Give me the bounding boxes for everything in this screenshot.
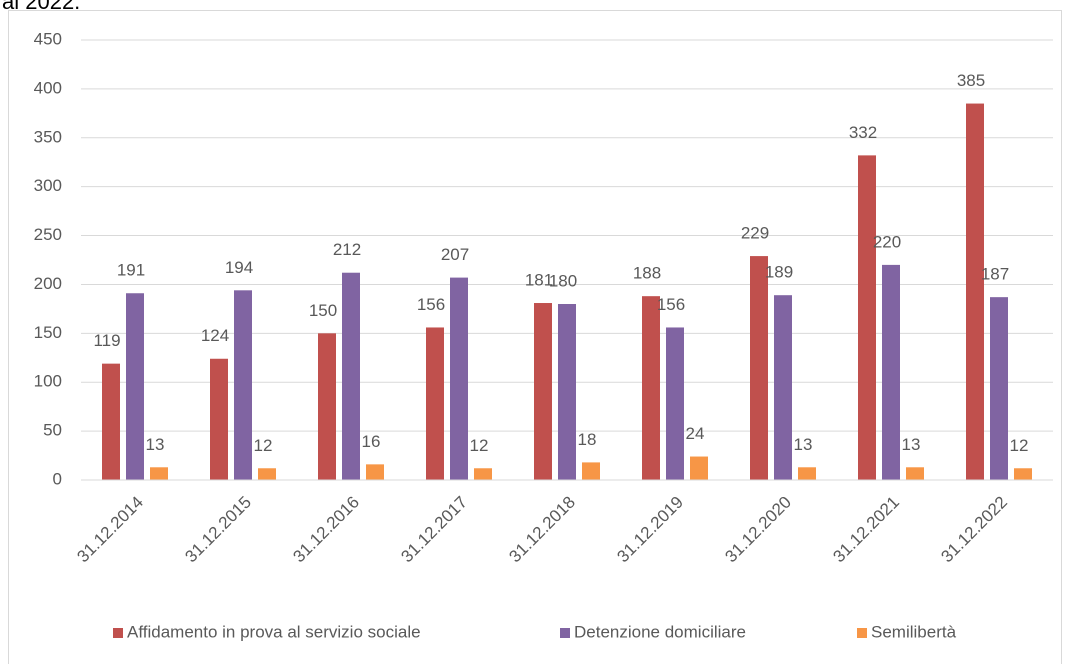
bar [690, 456, 708, 480]
data-label: 156 [657, 295, 685, 314]
legend-label: Semilibertà [871, 622, 957, 641]
data-label: 124 [201, 326, 229, 345]
bar [534, 303, 552, 480]
data-label: 187 [981, 265, 1009, 284]
bar [642, 296, 660, 480]
y-tick-label: 300 [34, 176, 62, 195]
bar [450, 277, 468, 480]
legend-swatch [560, 628, 570, 638]
bar [258, 468, 276, 480]
bar [750, 256, 768, 480]
data-label: 180 [549, 271, 577, 290]
bar [666, 327, 684, 480]
data-label: 13 [146, 435, 165, 454]
data-label: 332 [849, 123, 877, 142]
legend-label: Detenzione domiciliare [574, 622, 746, 641]
bar [906, 467, 924, 480]
data-label: 13 [902, 435, 921, 454]
bar [474, 468, 492, 480]
y-tick-label: 50 [43, 421, 62, 440]
bar [1014, 468, 1032, 480]
data-label: 191 [117, 261, 145, 280]
data-label: 16 [362, 432, 381, 451]
legend-label: Affidamento in prova al servizio sociale [127, 622, 421, 641]
data-label: 181 [525, 271, 553, 290]
data-label: 12 [254, 436, 273, 455]
y-tick-label: 400 [34, 78, 62, 97]
data-label: 207 [441, 245, 469, 264]
bar [126, 293, 144, 480]
bar [582, 462, 600, 480]
bar [342, 272, 360, 480]
bar [858, 155, 876, 480]
legend-swatch [857, 628, 867, 638]
legend-swatch [113, 628, 123, 638]
data-label: 189 [765, 263, 793, 282]
bar [882, 264, 900, 480]
bar [990, 297, 1008, 480]
bar [366, 464, 384, 480]
bar [558, 304, 576, 480]
data-label: 119 [93, 331, 120, 350]
bar [102, 363, 120, 480]
data-label: 18 [578, 430, 597, 449]
bar [318, 333, 336, 480]
data-label: 220 [873, 232, 901, 251]
y-tick-label: 0 [53, 469, 62, 488]
data-label: 229 [741, 224, 769, 243]
data-label: 194 [225, 258, 253, 277]
y-tick-label: 150 [34, 323, 62, 342]
data-label: 12 [1010, 436, 1029, 455]
chart-title: al 2022. [2, 0, 80, 14]
y-tick-label: 450 [34, 29, 62, 48]
data-label: 24 [686, 424, 705, 443]
bar [798, 467, 816, 480]
bar [966, 103, 984, 481]
bar [210, 358, 228, 480]
data-label: 150 [309, 301, 337, 320]
y-tick-label: 200 [34, 274, 62, 293]
bar [150, 467, 168, 480]
data-label: 13 [794, 435, 813, 454]
bar [426, 327, 444, 480]
y-tick-label: 250 [34, 225, 62, 244]
data-label: 212 [333, 240, 361, 259]
y-tick-label: 350 [34, 127, 62, 146]
data-label: 12 [470, 436, 489, 455]
data-label: 188 [633, 264, 661, 283]
bar [234, 290, 252, 480]
bar [774, 295, 792, 480]
data-label: 385 [957, 71, 985, 90]
y-tick-label: 100 [34, 372, 62, 391]
data-label: 156 [417, 295, 445, 314]
